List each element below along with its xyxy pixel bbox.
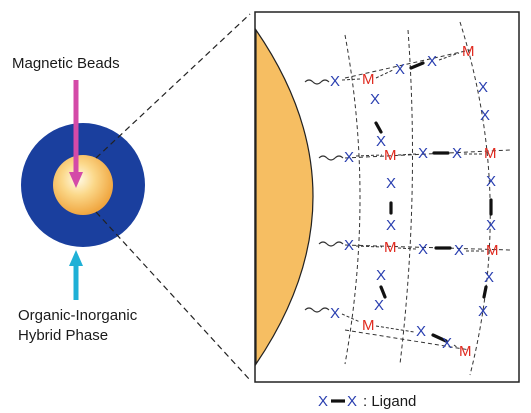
ligand-ends: X X X X X X X X X X X X X X X X X X X X … <box>330 53 496 352</box>
ligand-end: X <box>452 145 462 162</box>
metal-node: M <box>384 147 397 164</box>
legend-label: : Ligand <box>363 393 416 410</box>
surface-tethers <box>304 79 344 313</box>
bead-surface <box>255 28 314 366</box>
ligand-end: X <box>330 73 340 90</box>
ligand-end: X <box>386 175 396 192</box>
metal-node: M <box>459 343 472 360</box>
metal-node: M <box>462 43 475 60</box>
zoom-line-top <box>95 13 251 159</box>
magnetic-bead-core <box>53 155 113 215</box>
ligand-end: X <box>418 145 428 162</box>
ligand-end: X <box>344 237 354 254</box>
hybrid-phase-arrow <box>69 250 83 300</box>
metal-nodes: M M M M M M M M <box>362 43 499 360</box>
ligand-end: X <box>486 217 496 234</box>
ligand-end: X <box>386 217 396 234</box>
zoom-line-bottom <box>95 211 251 381</box>
legend-ligand-x2: X <box>347 393 357 410</box>
lattice-guides <box>344 21 511 376</box>
ligand-end: X <box>478 303 488 320</box>
ligand-end: X <box>486 173 496 190</box>
ligand-end: X <box>376 133 386 150</box>
ligand-end: X <box>454 242 464 259</box>
ligand-end: X <box>418 241 428 258</box>
ligand-end: X <box>374 297 384 314</box>
metal-node: M <box>384 239 397 256</box>
legend-ligand-x1: X <box>318 393 328 410</box>
ligand-end: X <box>395 61 405 78</box>
ligand-end: X <box>370 91 380 108</box>
ligand-end: X <box>480 107 490 124</box>
magnetic-beads-label: Magnetic Beads <box>12 55 120 72</box>
metal-node: M <box>486 242 499 259</box>
ligand-end: X <box>427 53 437 70</box>
ligand-connectors <box>341 52 484 349</box>
ligand-end: X <box>344 149 354 166</box>
ligand-end: X <box>330 305 340 322</box>
ligand-end: X <box>416 323 426 340</box>
hybrid-phase-label-line1: Organic-Inorganic <box>18 307 138 324</box>
ligand-end: X <box>484 269 494 286</box>
legend: X X : Ligand <box>318 393 416 410</box>
hybrid-phase-label-line2: Hybrid Phase <box>18 327 108 344</box>
metal-node: M <box>362 71 375 88</box>
ligand-end: X <box>442 335 452 352</box>
ligand-end: X <box>376 267 386 284</box>
metal-node: M <box>484 145 497 162</box>
metal-node: M <box>362 317 375 334</box>
magnetic-beads-arrow <box>69 80 83 188</box>
ligand-bonds <box>374 61 493 343</box>
ligand-end: X <box>478 79 488 96</box>
